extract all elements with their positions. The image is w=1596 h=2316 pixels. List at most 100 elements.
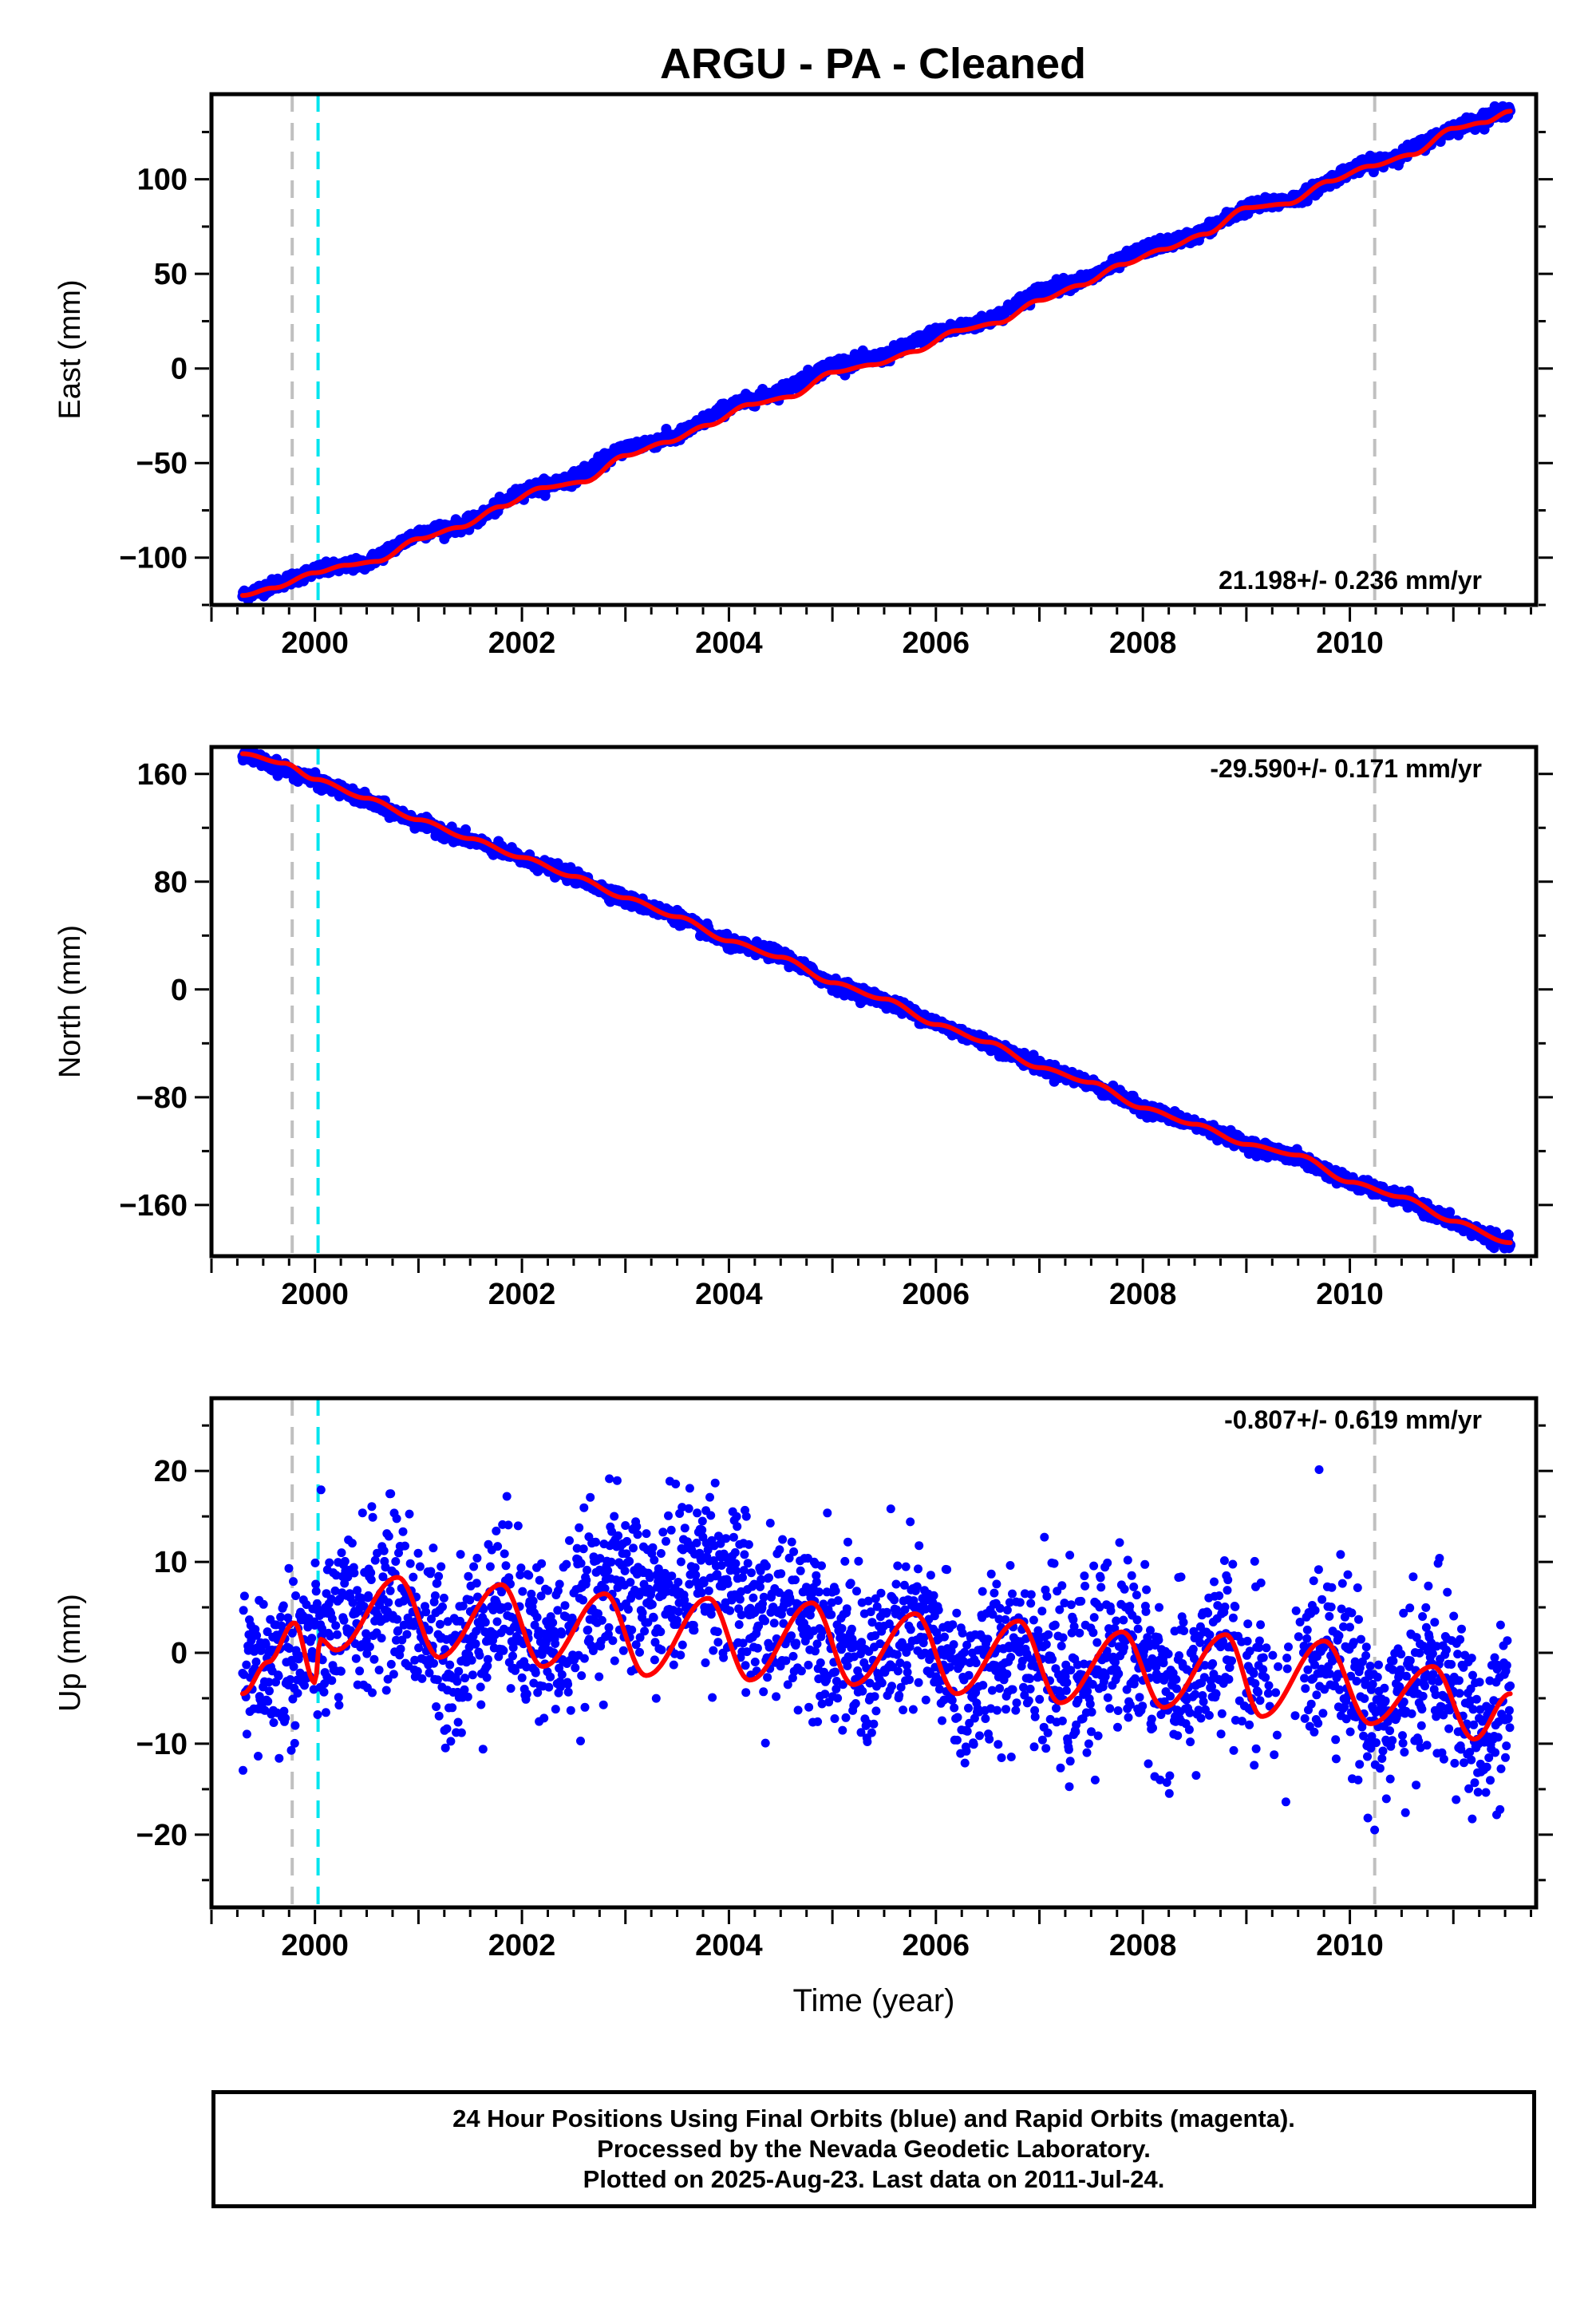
data-point <box>358 1508 367 1518</box>
data-point <box>415 1562 425 1571</box>
data-point <box>429 1658 438 1668</box>
data-point <box>327 1676 337 1686</box>
data-point <box>396 1644 405 1654</box>
data-point <box>364 1591 373 1600</box>
data-point <box>340 1556 350 1566</box>
data-point <box>307 1634 317 1643</box>
data-point <box>398 1527 408 1536</box>
data-point <box>384 1531 393 1541</box>
data-point <box>389 1670 398 1679</box>
data-point <box>392 1514 401 1524</box>
data-point <box>366 1575 376 1584</box>
data-point <box>274 1671 283 1681</box>
x-tick-label: 2010 <box>1316 1278 1384 1311</box>
data-point <box>377 1634 386 1643</box>
data-point <box>310 1558 320 1567</box>
data-point <box>386 1659 396 1669</box>
data-point <box>337 1548 346 1558</box>
data-point <box>254 1752 263 1761</box>
plot-area <box>237 747 1516 1254</box>
y-tick-label: 0 <box>171 974 188 1007</box>
y-axis-label: East (mm) <box>53 279 87 419</box>
x-tick-label: 2002 <box>488 626 556 660</box>
data-point <box>386 1489 396 1499</box>
data-point <box>369 1654 379 1664</box>
data-point <box>421 1607 431 1617</box>
y-tick-label: 50 <box>154 258 188 291</box>
data-point <box>311 1587 321 1596</box>
data-point <box>239 1606 248 1615</box>
plot-area <box>237 101 1516 605</box>
data-point <box>430 1591 440 1600</box>
y-axis-label: North (mm) <box>53 925 87 1078</box>
x-tick-label: 2006 <box>903 1278 970 1311</box>
x-tick-label: 2002 <box>488 1278 556 1311</box>
data-point <box>279 1601 288 1611</box>
data-point <box>334 1701 344 1710</box>
x-tick-label: 2010 <box>1316 626 1384 660</box>
data-point <box>275 1753 284 1763</box>
data-point <box>331 1621 341 1630</box>
data-point <box>405 1559 415 1568</box>
data-point <box>374 1666 384 1675</box>
data-point <box>413 1548 423 1558</box>
data-point <box>293 1689 302 1698</box>
data-point <box>365 1642 374 1651</box>
data-point <box>355 1666 365 1676</box>
data-point <box>263 1697 273 1706</box>
data-point <box>290 1721 300 1730</box>
data-point <box>269 1718 279 1727</box>
data-point <box>313 1710 322 1719</box>
data-point <box>336 1666 346 1676</box>
y-tick-label: −80 <box>136 1081 188 1115</box>
model-curve <box>239 109 1513 599</box>
data-point <box>350 1568 359 1578</box>
data-point <box>351 1654 361 1663</box>
y-tick-label: −100 <box>119 542 188 575</box>
x-tick-label: 2004 <box>695 1278 763 1311</box>
x-tick-label: 2000 <box>281 626 349 660</box>
data-point <box>284 1563 294 1573</box>
data-point <box>402 1630 412 1639</box>
data-point <box>242 1729 251 1739</box>
data-point <box>391 1557 401 1566</box>
data-point <box>251 1657 261 1666</box>
x-tick-label: 2008 <box>1109 626 1177 660</box>
data-point <box>334 1693 343 1702</box>
data-point <box>290 1738 299 1748</box>
data-point <box>289 1662 298 1671</box>
x-tick-label: 2004 <box>695 626 763 660</box>
rate-label: 21.198+/- 0.236 mm/yr <box>1219 566 1482 595</box>
data-point <box>409 1572 418 1582</box>
y-tick-label: 0 <box>171 353 188 386</box>
data-point <box>429 1543 438 1553</box>
data-point <box>239 1765 247 1775</box>
data-point <box>239 1591 249 1601</box>
plot-frame <box>209 92 1539 607</box>
data-point <box>1503 1229 1514 1240</box>
data-point <box>367 1502 377 1512</box>
data-point <box>265 1686 274 1696</box>
data-point <box>316 1485 326 1495</box>
data-point <box>432 1702 441 1711</box>
data-point <box>393 1614 402 1624</box>
data-point <box>321 1708 330 1717</box>
rate-label: -29.590+/- 0.171 mm/yr <box>1210 754 1482 783</box>
x-tick-label: 2000 <box>281 1278 349 1311</box>
data-point <box>333 1630 342 1639</box>
data-point <box>289 1577 298 1587</box>
data-point <box>413 1666 422 1676</box>
data-point <box>426 1567 436 1576</box>
data-point <box>259 1599 268 1609</box>
panel-1: 2000 2002 2004 2006 2008 2010−100−50050100Eas… <box>53 92 1553 660</box>
data-point <box>339 1615 349 1625</box>
data-point <box>385 1586 395 1595</box>
y-tick-label: 100 <box>137 164 188 197</box>
data-point <box>401 1541 409 1551</box>
data-point <box>347 1539 357 1548</box>
plot-area <box>238 1465 1515 1835</box>
data-point <box>281 1713 290 1723</box>
data-point <box>384 1598 393 1607</box>
data-point <box>405 1509 414 1519</box>
y-tick-label: −160 <box>119 1189 188 1223</box>
